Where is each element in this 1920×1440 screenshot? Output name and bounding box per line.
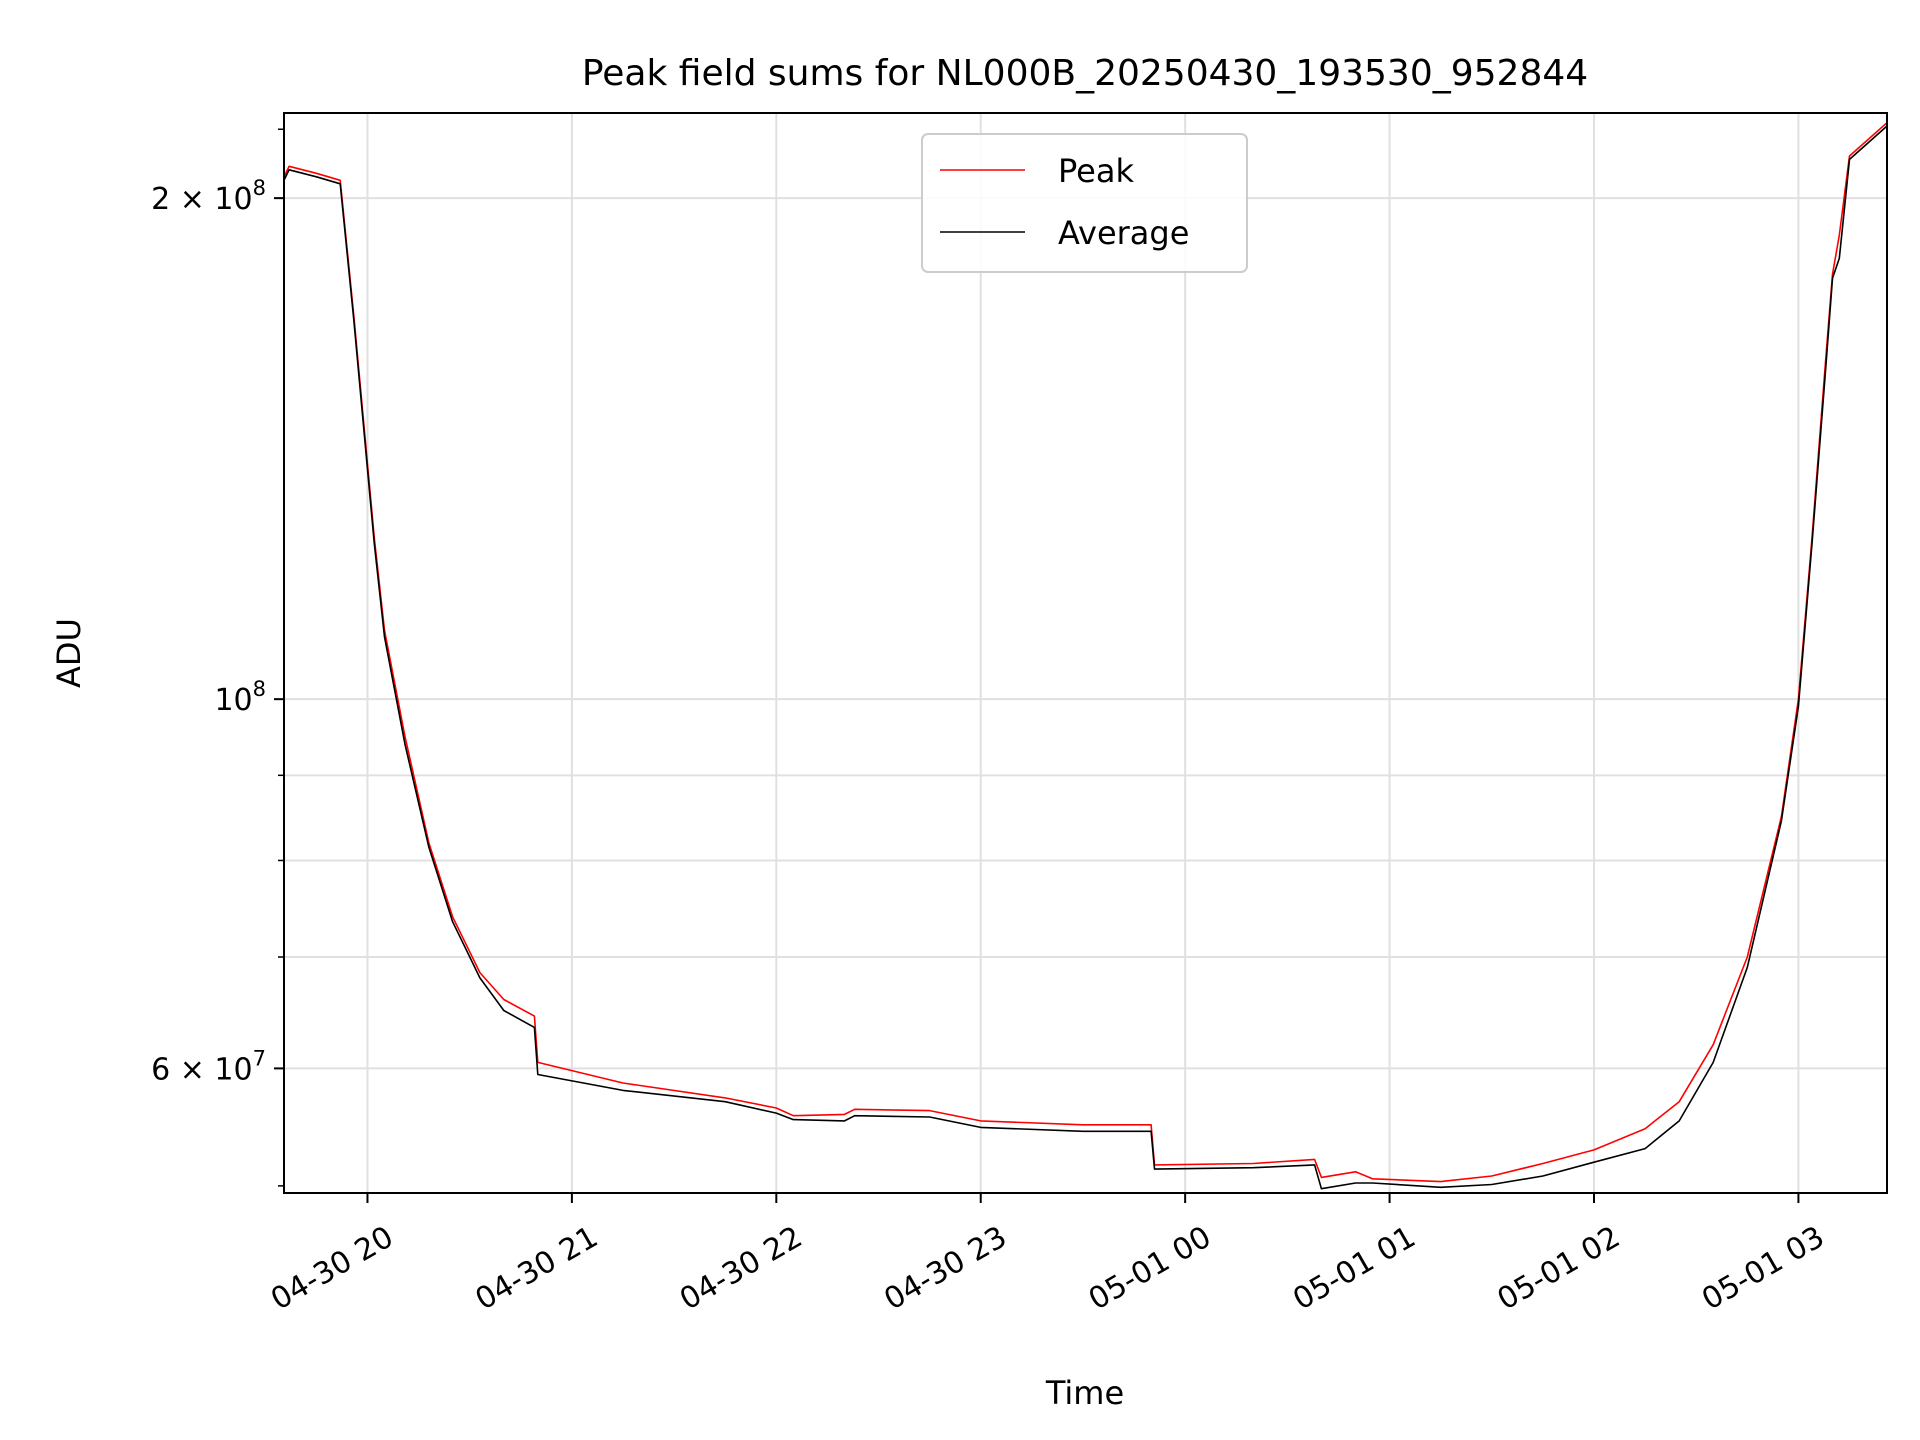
legend-label-average: Average [1058, 214, 1189, 252]
y-tick-exponent: 7 [253, 1046, 266, 1070]
chart-title: Peak field sums for NL000B_20250430_1935… [582, 53, 1588, 94]
grid [284, 113, 1887, 1193]
y-tick-label-6e7: 6 × 107 [151, 1046, 266, 1087]
series-line-average [284, 125, 1887, 1190]
series-line-peak [284, 122, 1887, 1183]
x-axis-label: Time [1045, 1374, 1124, 1412]
y-tick-exponent: 8 [253, 677, 266, 701]
legend-box [921, 133, 1248, 273]
plot-frame [283, 112, 1888, 1194]
y-tick-label-2e8: 2 × 108 [151, 176, 266, 217]
series-layer [284, 122, 1887, 1190]
y-tick-exponent: 8 [253, 176, 266, 200]
legend: Peak Average [921, 133, 1248, 273]
y-axis-label: ADU [50, 618, 88, 688]
legend-label-peak: Peak [1058, 152, 1134, 190]
